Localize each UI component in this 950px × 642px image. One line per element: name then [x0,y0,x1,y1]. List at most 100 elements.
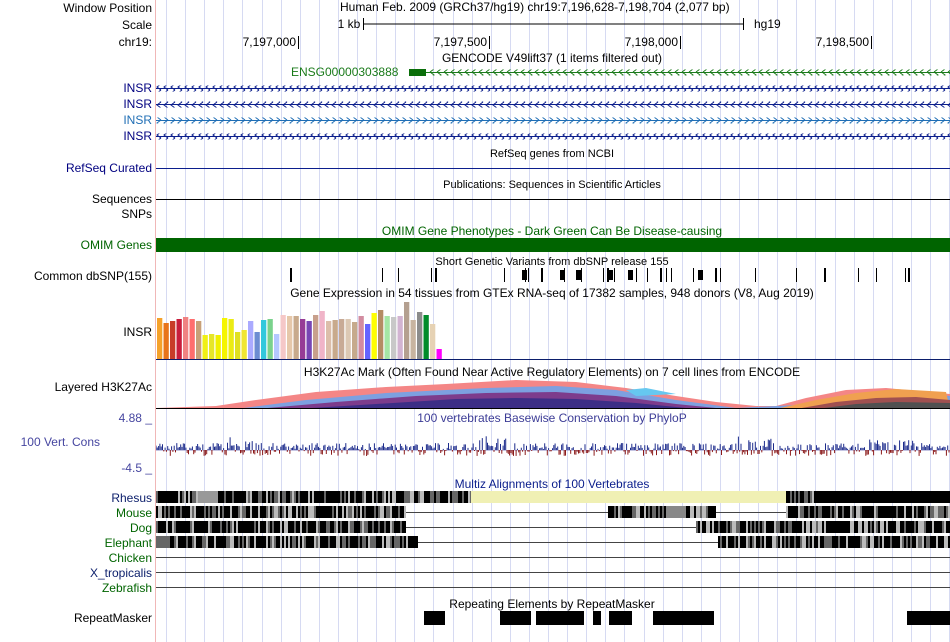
omim-gene-bar[interactable] [156,238,950,252]
snp-mark [905,268,906,282]
gtex-bar [235,332,241,359]
insr-track-label-3[interactable]: INSR [123,113,152,127]
gene-models[interactable] [156,60,950,220]
gtex-bar [176,319,182,359]
gtex-bar [391,317,397,359]
gtex-bar [183,317,189,359]
gtex-bar [365,324,371,359]
elephant-label[interactable]: Elephant [104,536,152,550]
snp-mark [603,268,604,282]
x-tropicalis-label[interactable]: X_tropicalis [89,566,152,580]
insr-track-label-4[interactable]: INSR [123,129,152,143]
gtex-bar [384,316,390,359]
gtex-bar [157,318,163,359]
rhesus-label[interactable]: Rhesus [111,491,152,505]
snp-mark [671,268,672,282]
gtex-bar [163,323,169,359]
gtex-bar [254,332,260,359]
gtex-bar [261,320,267,359]
gtex-bar [293,316,299,359]
omim-genes-label[interactable]: OMIM Genes [80,238,152,252]
cons-max-label: 4.88 _ [118,411,152,425]
snp-mark [290,268,292,282]
gtex-bar [430,324,436,359]
insr-track-label-1[interactable]: INSR [123,81,152,95]
mouse-label[interactable]: Mouse [115,506,152,520]
ruler-tick-label: 7,197,500 [433,35,487,49]
snp-mark [715,268,717,282]
h3k27ac-signal[interactable] [156,378,950,410]
gtex-bar [280,315,286,359]
snp-mark [398,268,399,282]
assembly-label: hg19 [754,17,781,31]
gtex-bar [423,315,429,359]
gtex-bar [209,334,215,359]
gtex-bar [306,321,312,359]
window-position-label: Window Position [63,1,152,15]
gtex-bar [228,319,234,359]
repeatmasker-elements[interactable] [156,611,950,631]
snp-mark [636,268,637,282]
track-image-area[interactable]: Human Feb. 2009 (GRCh37/hg19) chr19:7,19… [156,0,950,642]
gtex-insr-label[interactable]: INSR [123,325,152,339]
snps-label[interactable]: SNPs [121,207,152,221]
cons-track-label[interactable]: 100 Vert. Cons [20,435,100,449]
gtex-bar [287,316,293,359]
snp-mark [858,268,859,282]
cons-min-label: -4.5 _ [121,461,152,475]
dbsnp-track-title: Short Genetic Variants from dbSNP releas… [435,256,669,268]
gtex-bar [313,315,319,359]
snp-mark [614,268,615,282]
conservation-track-title: 100 vertebrates Basewise Conservation by… [417,411,687,425]
gtex-bar [358,316,364,359]
snp-mark [541,268,543,282]
repeatmasker-label[interactable]: RepeatMasker [73,611,152,625]
gencode-track-title: GENCODE V49lift37 (1 items filtered out) [441,51,663,65]
snp-mark [698,270,703,280]
gtex-bar [202,335,208,359]
ruler-tick-label: 7,198,500 [815,35,869,49]
scale-bar-label: 1 kb [337,17,361,31]
snp-mark [608,270,613,280]
snp-mark [431,268,432,282]
gtex-bar [274,334,280,359]
window-position-text: Human Feb. 2009 (GRCh37/hg19) chr19:7,19… [340,0,730,14]
snp-mark [660,268,662,282]
snp-mark [824,268,826,282]
snp-mark [796,268,797,282]
snp-mark [504,268,505,282]
snp-mark [560,270,565,280]
snp-mark [435,268,437,282]
multiz-alignments[interactable] [156,490,950,592]
gtex-bar-chart[interactable] [156,300,950,362]
gtex-bar [332,320,338,359]
insr-track-label-2[interactable]: INSR [123,97,152,111]
gtex-bar [215,335,221,359]
phylop-conservation[interactable] [156,424,950,474]
snp-mark [581,268,582,282]
gtex-track-title: Gene Expression in 54 tissues from GTEx … [290,286,814,300]
sequences-label[interactable]: Sequences [91,192,152,206]
snp-mark [720,268,721,282]
refseq-curated-label[interactable]: RefSeq Curated [65,161,152,175]
chicken-label[interactable]: Chicken [108,551,152,565]
ruler [298,18,872,49]
dog-label[interactable]: Dog [129,521,152,535]
snp-mark [876,268,877,282]
layered-h3k27ac-label[interactable]: Layered H3K27Ac [54,380,152,394]
scale-label: Scale [121,18,152,32]
common-dbsnp-label[interactable]: Common dbSNP(155) [33,269,152,283]
snp-mark [666,268,667,282]
gtex-bar [404,302,410,359]
gtex-bar [248,321,254,359]
gtex-bar [222,318,228,359]
gtex-bar [241,330,247,359]
gtex-bar [371,313,377,359]
chromosome-label: chr19: [118,35,152,49]
gtex-bar [417,312,423,359]
zebrafish-label[interactable]: Zebrafish [101,581,152,595]
gtex-bar [436,349,442,359]
snp-mark [382,268,383,282]
dbsnp-variants[interactable] [156,268,950,288]
gencode-gene-label[interactable]: ENSG00000303888 [291,65,399,79]
